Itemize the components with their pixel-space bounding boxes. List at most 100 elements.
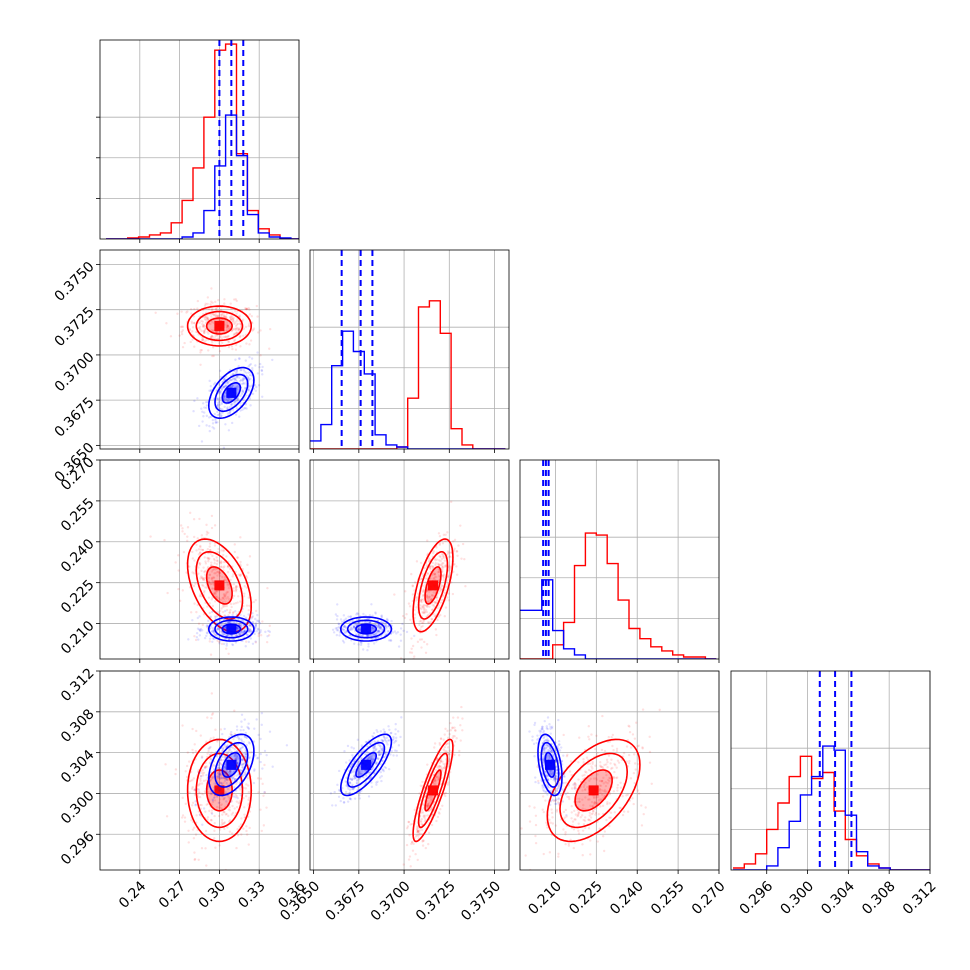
scatter-point bbox=[382, 768, 385, 771]
scatter-point bbox=[217, 628, 220, 632]
scatter-point bbox=[413, 613, 417, 616]
scatter-point bbox=[356, 762, 360, 765]
scatter-point bbox=[241, 607, 244, 611]
scatter-point bbox=[216, 397, 220, 400]
scatter-point bbox=[220, 774, 223, 778]
scatter-point bbox=[438, 753, 442, 756]
scatter-point bbox=[190, 322, 194, 325]
scatter-point bbox=[228, 411, 232, 415]
scatter-point bbox=[564, 781, 567, 785]
scatter-point bbox=[223, 754, 226, 757]
scatter-point bbox=[241, 631, 244, 634]
scatter-point bbox=[576, 814, 579, 818]
scatter-point bbox=[268, 347, 271, 350]
scatter-point bbox=[442, 556, 445, 560]
scatter-point bbox=[248, 555, 252, 558]
contour-line bbox=[195, 310, 244, 342]
scatter-point bbox=[555, 772, 559, 775]
scatter-point bbox=[197, 784, 200, 787]
scatter-point bbox=[241, 762, 245, 766]
scatter-point bbox=[242, 619, 245, 622]
scatter-point bbox=[198, 561, 201, 565]
scatter-point bbox=[210, 692, 214, 695]
scatter-point bbox=[220, 414, 223, 418]
scatter-point bbox=[212, 427, 216, 430]
scatter-point bbox=[198, 517, 201, 521]
scatter-point bbox=[188, 791, 191, 794]
scatter-point bbox=[210, 610, 214, 614]
density-peak bbox=[214, 580, 225, 591]
scatter-point bbox=[446, 742, 450, 745]
scatter-point bbox=[225, 791, 228, 794]
scatter-point bbox=[455, 573, 459, 576]
scatter-point bbox=[169, 335, 173, 338]
scatter-group-3-1 bbox=[329, 705, 464, 868]
scatter-point bbox=[204, 779, 208, 782]
scatter-point bbox=[210, 582, 213, 586]
scatter-point bbox=[211, 776, 214, 779]
scatter-point bbox=[587, 724, 590, 728]
scatter-point bbox=[217, 814, 221, 818]
scatter-point bbox=[578, 800, 581, 803]
scatter-point bbox=[216, 404, 220, 407]
scatter-point bbox=[432, 594, 435, 597]
panel-background bbox=[310, 671, 509, 870]
scatter-point bbox=[418, 831, 421, 835]
scatter-point bbox=[423, 611, 426, 615]
scatter-point bbox=[247, 323, 251, 326]
scatter-point bbox=[382, 755, 386, 759]
scatter-point bbox=[235, 323, 239, 326]
scatter-point bbox=[241, 758, 244, 761]
contour-line bbox=[417, 550, 449, 620]
scatter-point bbox=[220, 387, 223, 390]
scatter-point bbox=[193, 743, 196, 746]
scatter-point bbox=[213, 622, 217, 626]
scatter-point bbox=[536, 765, 539, 769]
scatter-point bbox=[329, 792, 333, 795]
scatter-point bbox=[206, 752, 209, 755]
scatter-point bbox=[237, 801, 240, 805]
scatter-point bbox=[210, 792, 214, 795]
scatter-point bbox=[193, 858, 197, 861]
scatter-point bbox=[191, 338, 194, 341]
scatter-point bbox=[242, 318, 245, 321]
scatter-point bbox=[373, 746, 377, 750]
scatter-point bbox=[562, 828, 565, 831]
scatter-point bbox=[212, 592, 216, 595]
scatter-point bbox=[246, 563, 249, 567]
scatter-point bbox=[541, 795, 545, 798]
scatter-point bbox=[211, 637, 215, 640]
scatter-point bbox=[221, 792, 225, 795]
scatter-point bbox=[222, 446, 226, 449]
contour-line bbox=[424, 566, 442, 605]
scatter-point bbox=[247, 371, 250, 374]
scatter-point bbox=[224, 384, 227, 388]
scatter-point bbox=[350, 762, 354, 765]
scatter-point bbox=[247, 764, 250, 767]
scatter-point bbox=[220, 401, 223, 404]
scatter-point bbox=[225, 312, 228, 316]
scatter-point bbox=[243, 377, 246, 380]
scatter-point bbox=[211, 422, 215, 425]
scatter-point bbox=[225, 597, 228, 600]
scatter-point bbox=[227, 771, 231, 774]
scatter-point bbox=[232, 795, 236, 798]
scatter-point bbox=[353, 765, 356, 769]
scatter-point bbox=[391, 631, 395, 634]
scatter-point bbox=[375, 632, 379, 635]
scatter-point bbox=[245, 371, 248, 375]
scatter-point bbox=[592, 796, 596, 800]
scatter-point bbox=[416, 830, 420, 833]
scatter-point bbox=[550, 811, 554, 815]
scatter-point bbox=[210, 335, 213, 338]
scatter-point bbox=[438, 542, 442, 545]
scatter-point bbox=[217, 766, 221, 770]
scatter-point bbox=[234, 602, 237, 605]
scatter-point bbox=[348, 791, 352, 794]
scatter-point bbox=[548, 756, 551, 760]
scatter-point bbox=[243, 630, 246, 633]
scatter-point bbox=[385, 625, 388, 629]
scatter-point bbox=[428, 612, 432, 615]
scatter-point bbox=[205, 339, 208, 342]
scatter-point bbox=[615, 766, 618, 769]
